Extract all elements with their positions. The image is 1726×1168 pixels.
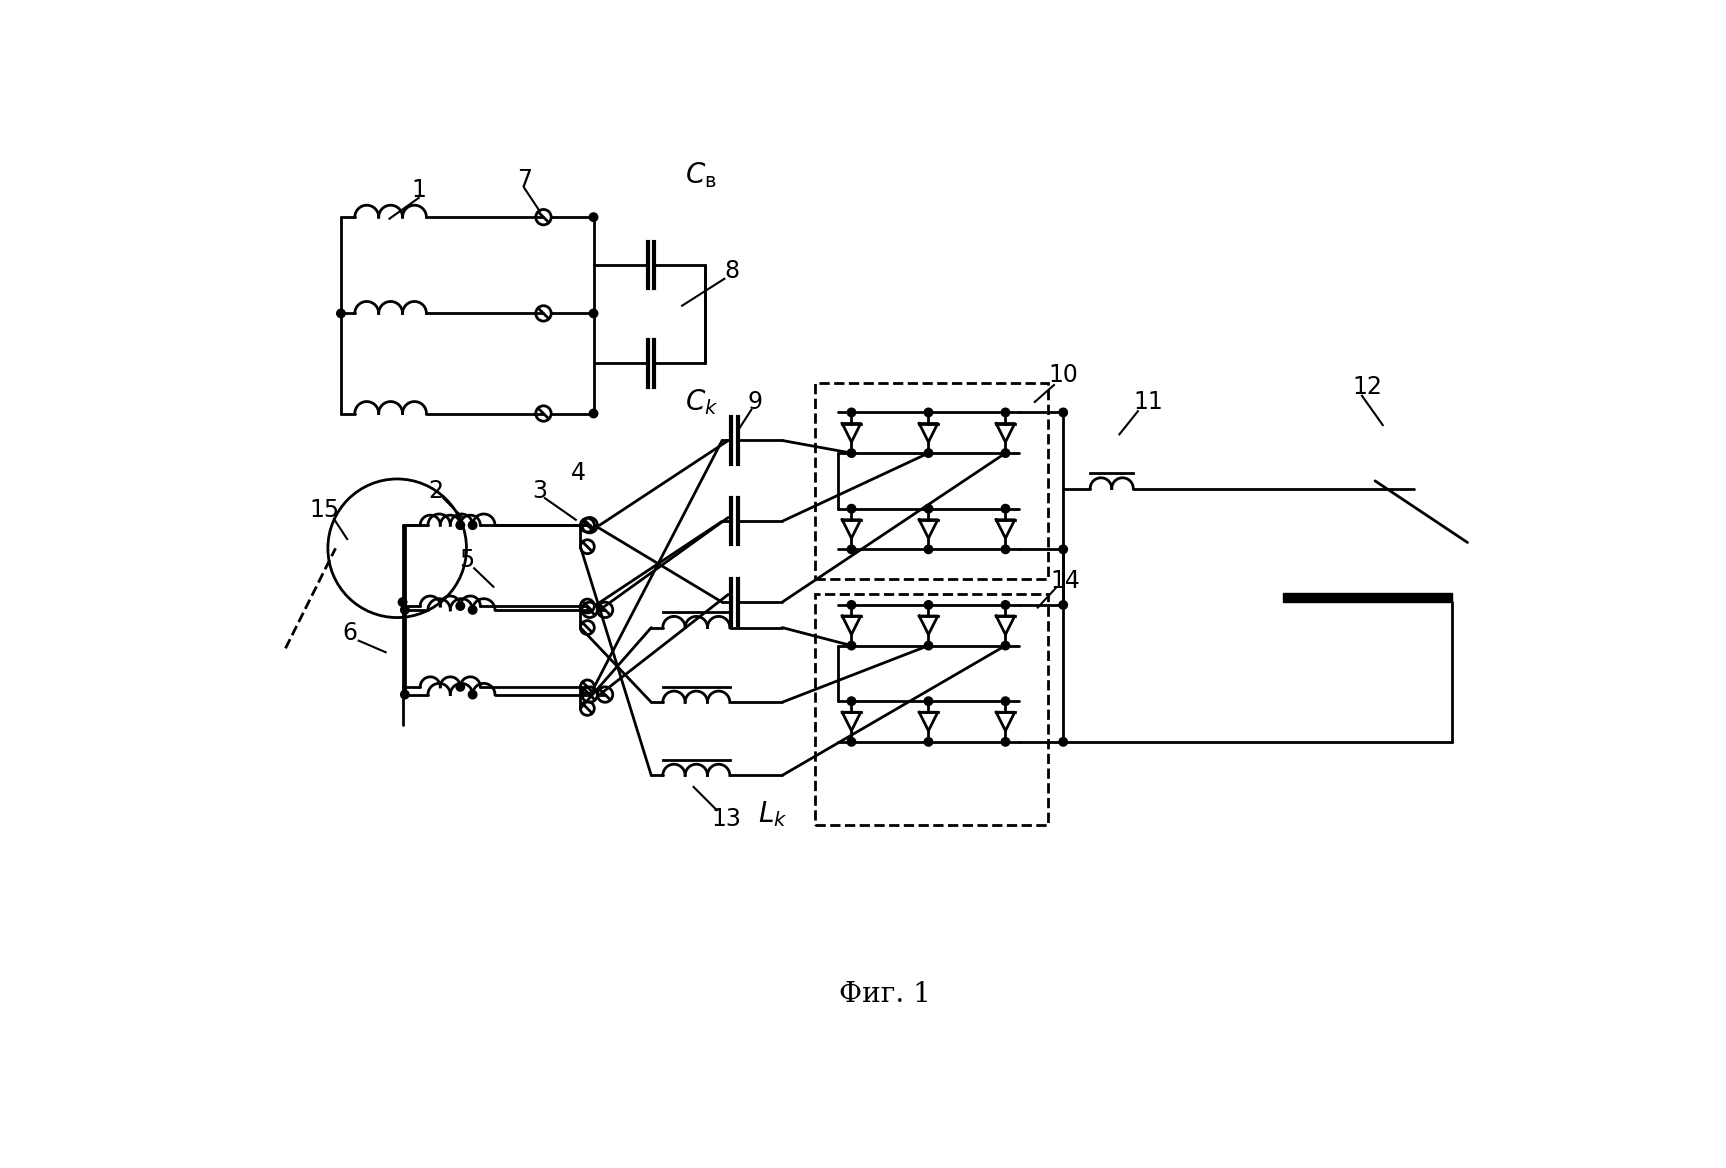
Circle shape bbox=[847, 600, 856, 610]
Circle shape bbox=[468, 690, 476, 698]
Circle shape bbox=[847, 408, 856, 417]
Circle shape bbox=[589, 310, 597, 318]
Circle shape bbox=[847, 449, 856, 458]
Text: $C_k$: $C_k$ bbox=[685, 387, 718, 417]
Circle shape bbox=[1001, 545, 1010, 554]
Text: 14: 14 bbox=[1051, 569, 1080, 592]
Circle shape bbox=[456, 682, 464, 691]
Circle shape bbox=[1001, 738, 1010, 746]
Circle shape bbox=[923, 697, 932, 705]
Circle shape bbox=[923, 545, 932, 554]
Text: 13: 13 bbox=[711, 807, 742, 832]
Circle shape bbox=[1001, 697, 1010, 705]
Circle shape bbox=[468, 606, 476, 614]
Circle shape bbox=[468, 521, 476, 529]
Text: 15: 15 bbox=[309, 498, 338, 522]
Text: 10: 10 bbox=[1048, 363, 1079, 387]
Text: $C_\text{в}$: $C_\text{в}$ bbox=[685, 160, 718, 189]
Text: 6: 6 bbox=[342, 621, 357, 645]
Circle shape bbox=[1001, 449, 1010, 458]
Text: 12: 12 bbox=[1353, 375, 1383, 398]
Circle shape bbox=[847, 545, 856, 554]
Text: 8: 8 bbox=[725, 259, 740, 283]
Circle shape bbox=[456, 521, 464, 529]
Circle shape bbox=[847, 641, 856, 649]
Circle shape bbox=[589, 213, 597, 222]
Circle shape bbox=[400, 690, 409, 698]
Circle shape bbox=[1060, 600, 1067, 610]
Circle shape bbox=[589, 409, 597, 418]
Circle shape bbox=[1060, 408, 1067, 417]
Bar bbox=[1282, 593, 1452, 603]
Circle shape bbox=[847, 738, 856, 746]
Text: 4: 4 bbox=[571, 461, 585, 485]
Circle shape bbox=[1060, 545, 1067, 554]
Circle shape bbox=[923, 738, 932, 746]
Circle shape bbox=[923, 600, 932, 610]
Text: $L_k$: $L_k$ bbox=[758, 799, 787, 829]
Circle shape bbox=[399, 598, 407, 606]
Circle shape bbox=[923, 449, 932, 458]
Circle shape bbox=[847, 505, 856, 513]
Text: 1: 1 bbox=[411, 179, 426, 202]
Circle shape bbox=[923, 505, 932, 513]
Circle shape bbox=[1001, 641, 1010, 649]
Text: 5: 5 bbox=[459, 548, 475, 572]
Circle shape bbox=[1001, 505, 1010, 513]
Circle shape bbox=[400, 606, 409, 614]
Circle shape bbox=[337, 310, 345, 318]
Text: 3: 3 bbox=[532, 479, 547, 502]
Circle shape bbox=[923, 641, 932, 649]
Text: 7: 7 bbox=[516, 168, 532, 193]
Text: 9: 9 bbox=[747, 390, 763, 413]
Circle shape bbox=[847, 697, 856, 705]
Circle shape bbox=[456, 602, 464, 610]
Text: Фиг. 1: Фиг. 1 bbox=[839, 981, 930, 1008]
Circle shape bbox=[1001, 408, 1010, 417]
Text: 11: 11 bbox=[1132, 390, 1163, 413]
Circle shape bbox=[923, 408, 932, 417]
Text: 2: 2 bbox=[428, 479, 444, 502]
Circle shape bbox=[1060, 738, 1067, 746]
Circle shape bbox=[1001, 600, 1010, 610]
